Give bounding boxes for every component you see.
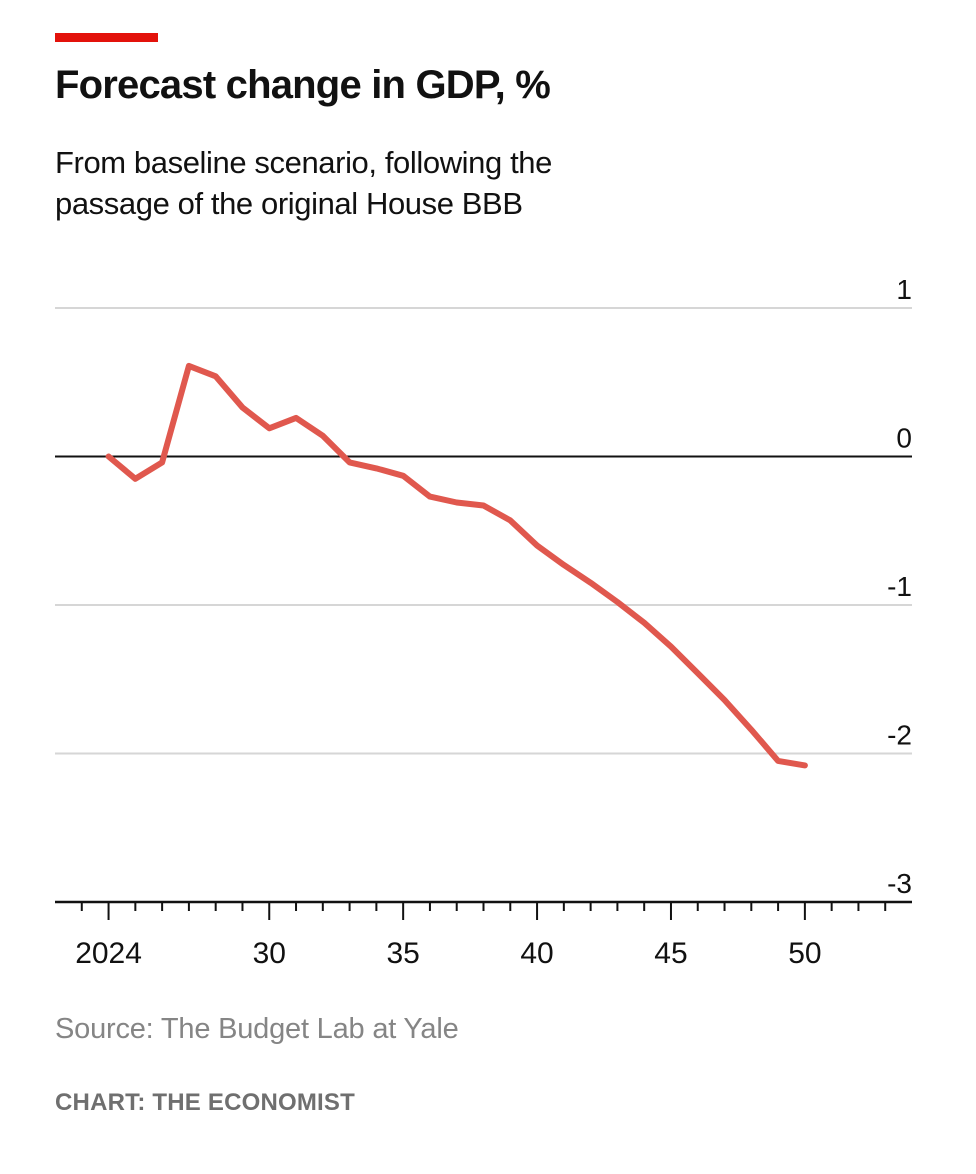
subtitle-line: From baseline scenario, following the (55, 145, 552, 180)
y-tick-label: 1 (896, 274, 912, 305)
gdp-series-line (105, 362, 808, 769)
x-tick-label: 35 (386, 937, 419, 970)
x-tick-label: 30 (253, 937, 286, 970)
chart-credit: CHART: THE ECONOMIST (55, 1089, 355, 1116)
x-tick-label: 40 (520, 937, 553, 970)
x-tick-label: 2024 (75, 937, 142, 970)
y-tick-label: 0 (896, 423, 912, 454)
y-tick-label: -3 (887, 868, 912, 899)
y-tick-label: -2 (887, 720, 912, 751)
chart-title: Forecast change in GDP, % (55, 63, 551, 107)
accent-bar (55, 33, 158, 42)
x-tick-label: 45 (654, 937, 687, 970)
gdp-line-chart: 1 0 -1 -2 -3 2024 30 35 40 45 50 (55, 274, 912, 970)
source-note: Source: The Budget Lab at Yale (55, 1013, 459, 1045)
subtitle-line: passage of the original House BBB (55, 186, 523, 222)
chart-subtitle: From baseline scenario, following the pa… (55, 142, 875, 224)
y-tick-label: -1 (887, 571, 912, 602)
x-tick-label: 50 (788, 937, 821, 970)
